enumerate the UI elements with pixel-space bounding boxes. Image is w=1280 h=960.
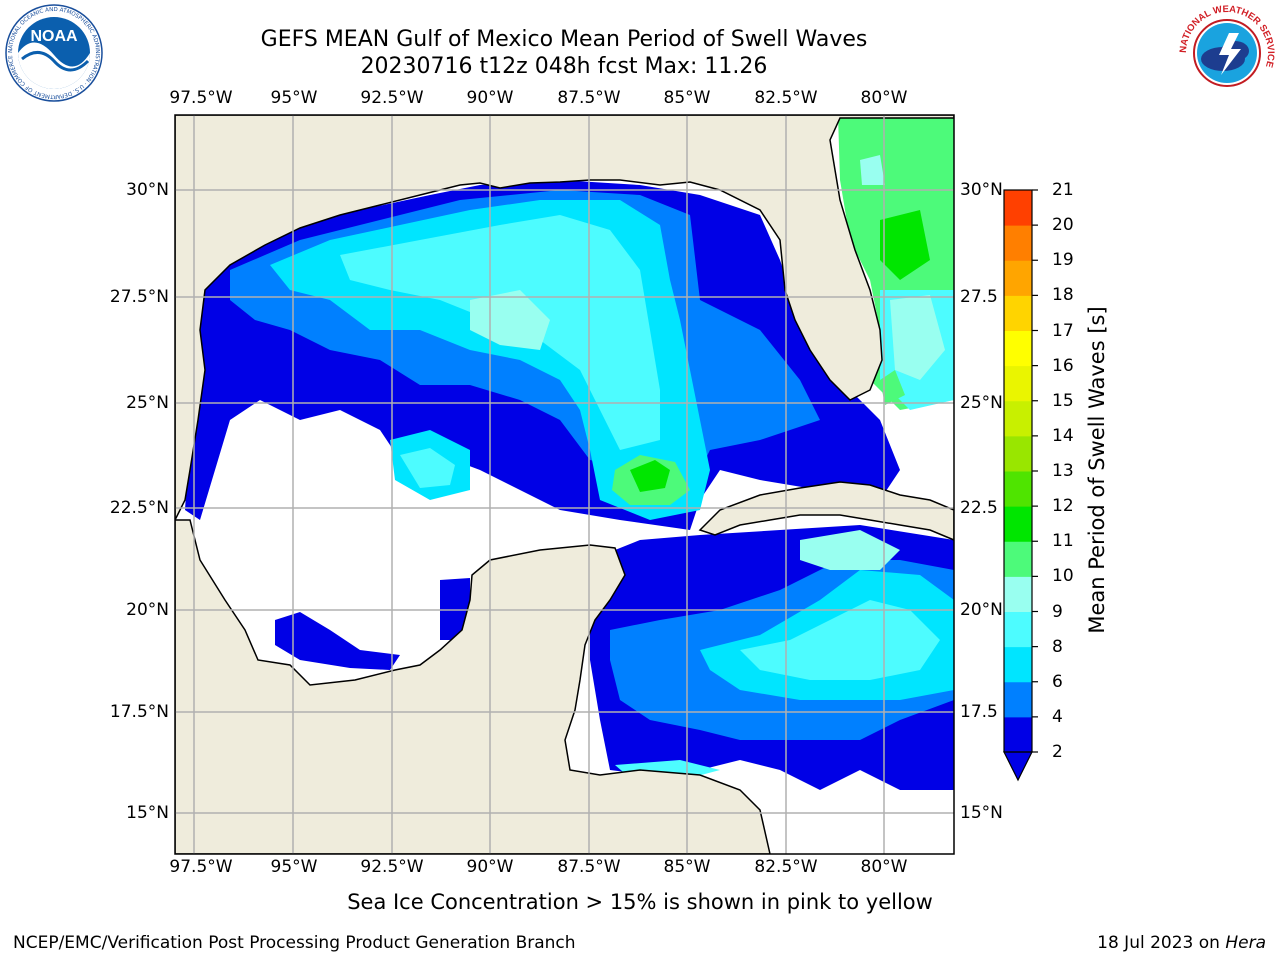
lon-label-bottom: 92.5°W: [360, 857, 424, 877]
lat-label-right: 22.5: [960, 498, 998, 518]
map-subtitle: 20230716 t12z 048h fcst Max: 11.26: [360, 54, 768, 79]
lon-label-bottom: 90°W: [466, 857, 514, 877]
colorbar-tick-label: 17: [1052, 320, 1074, 341]
colorbar-tick-label: 21: [1052, 180, 1074, 200]
colorbar-tick-label: 15: [1052, 390, 1074, 411]
colorbar-segment: [1004, 435, 1032, 472]
lat-label-right: 15°N: [960, 803, 1003, 823]
lon-label-bottom: 97.5°W: [169, 857, 233, 877]
colorbar: [1003, 189, 1038, 782]
colorbar-segment: [1004, 506, 1032, 542]
lat-label-right: 27.5: [960, 287, 998, 307]
lat-label-left: 22.5°N: [109, 498, 169, 518]
nws-logo: NATIONAL WEATHER SERVICE: [1178, 4, 1276, 101]
colorbar-tick-label: 18: [1052, 285, 1074, 306]
colorbar-label: Mean Period of Swell Waves [s]: [1085, 306, 1109, 634]
colorbar-tick-label: 10: [1052, 566, 1074, 587]
lon-label-top: 85°W: [663, 88, 711, 108]
lat-label-left: 30°N: [126, 180, 169, 200]
colorbar-tick-label: 13: [1052, 461, 1074, 481]
footer-host: Hera: [1225, 933, 1266, 953]
colorbar-segment: [1004, 611, 1032, 648]
lon-label-bottom: 80°W: [860, 857, 908, 877]
colorbar-segment: [1004, 576, 1032, 612]
lat-label-right: 20°N: [960, 600, 1003, 620]
colorbar-segment: [1004, 471, 1032, 507]
colorbar-tick-label: 8: [1052, 636, 1063, 657]
lat-label-left: 20°N: [126, 600, 169, 620]
colorbar-tick-label: 9: [1052, 601, 1063, 622]
colorbar-tick-label: 6: [1052, 671, 1063, 692]
sea-ice-note: Sea Ice Concentration > 15% is shown in …: [347, 890, 933, 914]
lon-label-bottom: 87.5°W: [557, 857, 621, 877]
map-title: GEFS MEAN Gulf of Mexico Mean Period of …: [260, 27, 868, 52]
lon-label-top: 95°W: [270, 88, 318, 108]
lat-label-right: 30°N: [960, 180, 1003, 200]
colorbar-segment: [1004, 260, 1032, 296]
colorbar-tick-label: 4: [1052, 706, 1063, 727]
colorbar-segment: [1004, 716, 1032, 753]
lon-label-bottom: 95°W: [270, 857, 318, 877]
lon-label-top: 87.5°W: [557, 88, 621, 108]
lat-label-left: 25°N: [126, 393, 169, 413]
map-frame: [174, 114, 955, 855]
lon-label-top: 97.5°W: [169, 88, 233, 108]
colorbar-segment: [1004, 365, 1032, 402]
lon-label-top: 92.5°W: [360, 88, 424, 108]
colorbar-tick-label: 19: [1052, 250, 1074, 271]
colorbar-segment: [1004, 190, 1032, 226]
colorbar-tick-label: 12: [1052, 496, 1074, 517]
svg-text:NOAA: NOAA: [30, 28, 78, 45]
lat-label-right: 25°N: [960, 393, 1003, 413]
lat-label-right: 17.5: [960, 702, 998, 722]
footer-date: 18 Jul 2023 on Hera: [1097, 933, 1266, 953]
lon-label-top: 80°W: [860, 88, 908, 108]
colorbar-extend-arrow: [1003, 751, 1033, 782]
lat-label-left: 15°N: [126, 803, 169, 823]
colorbar-segment: [1004, 646, 1032, 683]
colorbar-segment: [1004, 400, 1032, 437]
colorbar-segment: [1004, 681, 1032, 718]
footer-date-text: 18 Jul 2023 on: [1097, 933, 1226, 953]
lon-label-bottom: 82.5°W: [754, 857, 818, 877]
colorbar-tick-label: 14: [1052, 425, 1074, 446]
land: [175, 115, 954, 854]
colorbar-segment: [1004, 295, 1032, 331]
colorbar-segment: [1004, 541, 1032, 577]
lat-label-left: 27.5°N: [109, 287, 169, 307]
noaa-logo: NOAA NATIONAL OCEANIC AND ATMOSPHERIC AD…: [5, 4, 103, 102]
colorbar-segment: [1004, 225, 1032, 261]
colorbar-segment: [1004, 330, 1032, 367]
lon-label-bottom: 85°W: [663, 857, 711, 877]
colorbar-tick-label: 2: [1052, 742, 1063, 762]
lon-label-top: 82.5°W: [754, 88, 818, 108]
footer-branch: NCEP/EMC/Verification Post Processing Pr…: [13, 933, 576, 953]
colorbar-tick-label: 20: [1052, 215, 1074, 236]
colorbar-tick-label: 16: [1052, 355, 1074, 376]
lat-label-left: 17.5°N: [109, 702, 169, 722]
lon-label-top: 90°W: [466, 88, 514, 108]
graticule: [175, 115, 954, 854]
colorbar-tick-label: 11: [1052, 531, 1074, 552]
